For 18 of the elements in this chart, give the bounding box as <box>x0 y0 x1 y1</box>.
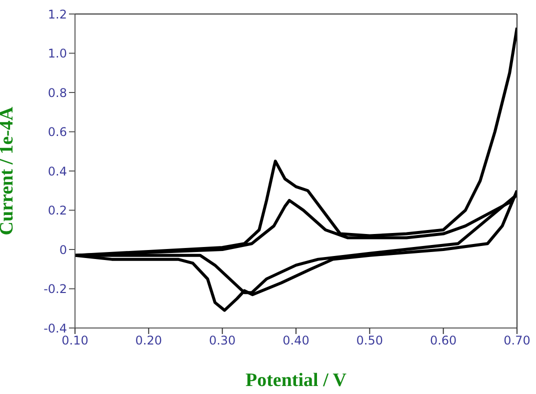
y-tick-label: 0.4 <box>48 164 67 178</box>
y-axis-title: Current / 1e-4A <box>0 106 18 236</box>
y-tick-label: 1.0 <box>48 46 67 61</box>
y-tick-label: 0.6 <box>48 125 67 140</box>
x-tick-label: 0.10 <box>62 334 88 348</box>
x-tick-label: 0.30 <box>208 334 236 348</box>
y-tick-label: -0.4 <box>44 321 67 336</box>
y-tick-label: 1.2 <box>48 7 67 22</box>
x-tick-label: 0.60 <box>430 334 457 348</box>
x-axis-title: Potential / V <box>246 370 347 391</box>
y-tick-label: -0.2 <box>44 282 67 296</box>
y-tick-label: 0.2 <box>48 204 67 218</box>
x-tick-label: 0.40 <box>282 334 310 348</box>
x-tick-label: 0.50 <box>356 334 384 348</box>
y-tick-label: 0.8 <box>48 86 67 100</box>
x-tick-label: 0.70 <box>504 334 530 348</box>
y-tick-label: 0 <box>59 242 67 257</box>
x-tick-label: 0.20 <box>135 334 162 348</box>
